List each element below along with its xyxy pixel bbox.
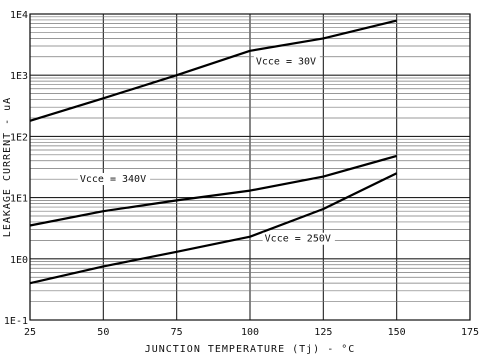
annotation-background	[253, 55, 320, 68]
x-tick-label: 100	[241, 327, 259, 338]
series-line-2	[29, 154, 397, 227]
annotation-label-1: Vcce = 30V	[256, 56, 316, 67]
annotation-background	[262, 232, 335, 245]
y-tick-label: 1E-1	[4, 316, 28, 327]
series-line-1	[29, 19, 397, 122]
series-group	[29, 19, 398, 285]
x-tick-label: 175	[461, 327, 479, 338]
y-tick-label: 1E1	[10, 194, 28, 205]
x-tick-labels: 25 50 75 100 125 150 175	[24, 327, 479, 338]
x-axis-title: JUNCTION TEMPERATURE (Tj) - °C	[145, 344, 356, 355]
annotation-group: Vcce = 30V Vcce = 340V Vcce = 250V	[77, 55, 335, 245]
y-tick-labels: 1E-1 1E0 1E1 1E2 1E3 1E4	[4, 10, 28, 327]
y-tick-label: 1E4	[10, 10, 28, 21]
annotation-label-3: Vcce = 250V	[265, 234, 331, 245]
x-tick-label: 75	[171, 327, 183, 338]
y-tick-label: 1E0	[10, 255, 28, 266]
x-tick-label: 125	[314, 327, 332, 338]
y-tick-label: 1E3	[10, 71, 28, 82]
x-tick-label: 25	[24, 327, 36, 338]
y-tick-label: 1E2	[10, 132, 28, 143]
x-tick-label: 150	[388, 327, 406, 338]
grid	[29, 14, 471, 321]
plot-frame	[29, 13, 471, 321]
x-tick-label: 50	[97, 327, 109, 338]
annotation-background	[77, 172, 151, 185]
series-line-3	[29, 172, 398, 285]
annotation-label-2: Vcce = 340V	[80, 174, 146, 185]
y-axis-title: LEAKAGE CURRENT - uA	[2, 97, 13, 237]
